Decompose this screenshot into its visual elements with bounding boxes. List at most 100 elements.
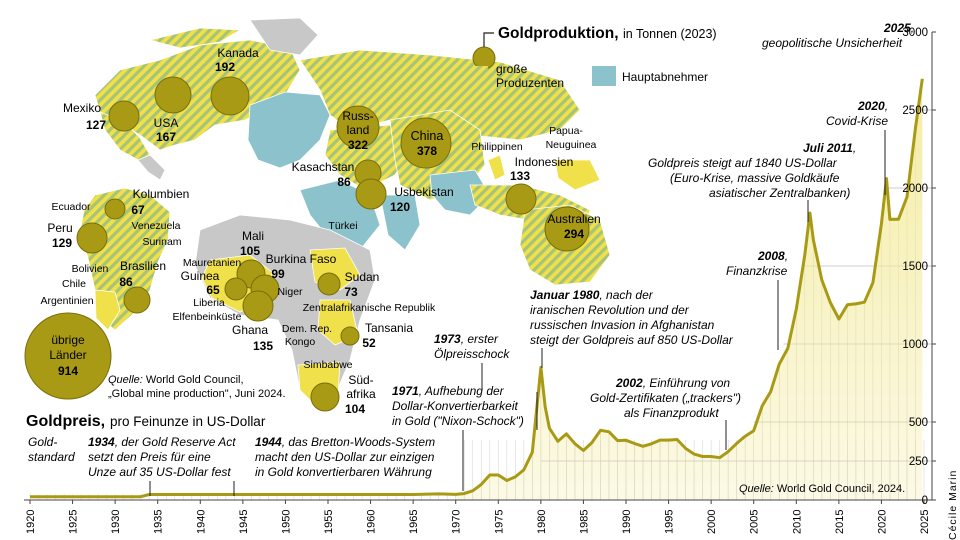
- label-niger: Niger: [277, 286, 303, 298]
- annotation-1971: 1971, Aufhebung der Dollar-Konvertierbar…: [392, 384, 524, 491]
- x-tick-label: 1975: [493, 510, 505, 534]
- x-tick-label: 1940: [195, 510, 207, 534]
- y-tick-label: 1500: [902, 261, 928, 273]
- svg-text:Covid-Krise: Covid-Krise: [826, 114, 888, 128]
- annotation-2008: 2008, Finanzkrise: [726, 249, 788, 350]
- land-europe: [247, 91, 331, 169]
- label-uebrige-l2: Länder: [49, 348, 86, 362]
- y-tick-label: 0: [922, 495, 928, 507]
- annotation-1973: 1973, erster Ölpreisschock: [434, 332, 538, 430]
- y-tick-label: 250: [909, 456, 928, 468]
- y-tick-label: 1000: [902, 339, 928, 351]
- label-russland-l2: land: [347, 123, 370, 137]
- svg-text:1973, erster: 1973, erster: [434, 332, 499, 346]
- price-chart: 1920 1925 1930 1935 1940 1945 1950 1955 1960 1965…: [24, 21, 959, 540]
- value-mexiko: 127: [86, 118, 106, 132]
- land-india: [379, 194, 421, 251]
- bubble-brasilien: [123, 286, 151, 314]
- label-liberia: Liberia: [193, 297, 225, 309]
- label-china: China: [411, 129, 444, 143]
- x-tick-label: 1945: [238, 510, 250, 534]
- x-tick-label: 1970: [451, 510, 463, 534]
- value-usbekistan: 120: [390, 200, 410, 214]
- svg-text:2025,: 2025,: [883, 21, 914, 35]
- annotation-2002: 2002, Einführung von Gold-Zertifikaten (…: [590, 376, 741, 450]
- bubble-australien: [544, 206, 590, 252]
- legend-importers: Hauptabnehmer: [622, 70, 708, 84]
- y-tick-label: 2500: [902, 105, 928, 117]
- svg-text:2020,: 2020,: [857, 99, 888, 113]
- bubble-mexiko: [108, 100, 140, 132]
- land-argentina: [94, 289, 121, 331]
- bubble-sudan: [317, 272, 341, 296]
- map-bubbles: Kanada 192 USA 167 Mexiko 127 Russ- land…: [24, 46, 601, 416]
- bubble-usa: [154, 76, 192, 114]
- label-papua-l1: Papua-: [549, 125, 583, 137]
- svg-text:in Gold konvertierbaren Währun: in Gold konvertierbaren Währung: [255, 465, 432, 479]
- label-mexiko: Mexiko: [63, 101, 101, 115]
- legend-bubble-icon: [472, 46, 496, 70]
- svg-text:steigt der Goldpreis auf 850 U: steigt der Goldpreis auf 850 US-Dollar: [530, 333, 734, 347]
- label-brasilien: Brasilien: [120, 259, 166, 273]
- x-tick-label: 2005: [749, 510, 761, 534]
- x-axis-ticks: 1920 1925 1930 1935 1940 1945 1950 1955 1960 1965…: [25, 500, 931, 534]
- svg-text:2002, Einführung von: 2002, Einführung von: [615, 376, 730, 390]
- x-tick-label: 1985: [578, 510, 590, 534]
- label-kongo-l2: Kongo: [285, 336, 316, 348]
- annotation-1944: 1944, das Bretton-Woods-System macht den…: [233, 435, 435, 496]
- value-kolumbien: 67: [131, 203, 145, 217]
- label-ecuador: Ecuador: [51, 201, 91, 213]
- label-philippinen: Philippinen: [471, 141, 523, 153]
- legend-pointer: [483, 32, 494, 47]
- label-tansania: Tansania: [365, 321, 413, 335]
- land-philippines: [487, 154, 506, 181]
- value-kanada: 192: [215, 60, 235, 74]
- annotation-1934: 1934, der Gold Reserve Act setzt den Pre…: [88, 435, 236, 496]
- label-russland-l1: Russ-: [342, 109, 373, 123]
- label-simbabwe: Simbabwe: [303, 359, 352, 371]
- label-uebrige-l1: übrige: [51, 333, 85, 347]
- price-line: [30, 78, 924, 499]
- label-usbekistan: Usbekistan: [394, 185, 453, 199]
- bubble-usbekistan: [355, 178, 387, 210]
- y-tick-label: 2000: [902, 183, 928, 195]
- value-tansania: 52: [362, 336, 376, 350]
- bubble-russland: [336, 105, 380, 149]
- x-tick-label: 1995: [664, 510, 676, 534]
- value-russland: 322: [348, 138, 368, 152]
- x-tick-label: 1965: [408, 510, 420, 534]
- label-indonesien: Indonesien: [515, 155, 574, 169]
- svg-text:russischen Invasion in Afghani: russischen Invasion in Afghanistan: [530, 318, 715, 332]
- value-uebrige: 914: [58, 364, 78, 378]
- bubble-tansania: [340, 326, 360, 346]
- svg-text:1971, Aufhebung der: 1971, Aufhebung der: [392, 384, 505, 398]
- label-sudan: Sudan: [345, 270, 380, 284]
- label-australien: Australien: [547, 212, 600, 226]
- label-kolumbien: Kolumbien: [133, 187, 190, 201]
- value-ghana: 135: [253, 339, 273, 353]
- svg-text:1934, der Gold Reserve Act: 1934, der Gold Reserve Act: [88, 435, 236, 449]
- label-suedafrika-l1: Süd-: [348, 373, 373, 387]
- chart-subtitle: pro Feinunze in US-Dollar: [110, 414, 266, 429]
- label-kanada: Kanada: [217, 46, 259, 60]
- label-argentinien: Argentinien: [40, 295, 93, 307]
- land-greenland: [249, 17, 319, 56]
- svg-text:macht den US-Dollar zur einzig: macht den US-Dollar zur einzigen: [255, 450, 435, 464]
- label-guinea: Guinea: [181, 269, 220, 283]
- label-mauretanien: Mauretanien: [183, 257, 242, 269]
- x-tick-label: 2025: [919, 510, 931, 534]
- x-tick-label: 1990: [621, 510, 633, 534]
- label-suedafrika-l2: afrika: [346, 387, 376, 401]
- svg-text:Finanzkrise: Finanzkrise: [726, 264, 788, 278]
- annotation-1980: Januar 1980, nach der iranischen Revolut…: [530, 288, 734, 368]
- x-tick-label: 2020: [876, 510, 888, 534]
- value-sudan: 73: [344, 285, 358, 299]
- label-kongo-l1: Dem. Rep.: [282, 323, 332, 335]
- value-indonesien: 133: [510, 169, 530, 183]
- y-axis-ticks: 0 250 500 1000 1500 2000 2500 3000: [902, 27, 936, 507]
- value-mali: 105: [240, 244, 260, 258]
- svg-text:(Euro-Krise, massive Goldkäufe: (Euro-Krise, massive Goldkäufe: [670, 171, 840, 185]
- label-tuerkei: Türkei: [328, 220, 357, 232]
- label-mali: Mali: [242, 229, 264, 243]
- label-usa: USA: [154, 116, 179, 130]
